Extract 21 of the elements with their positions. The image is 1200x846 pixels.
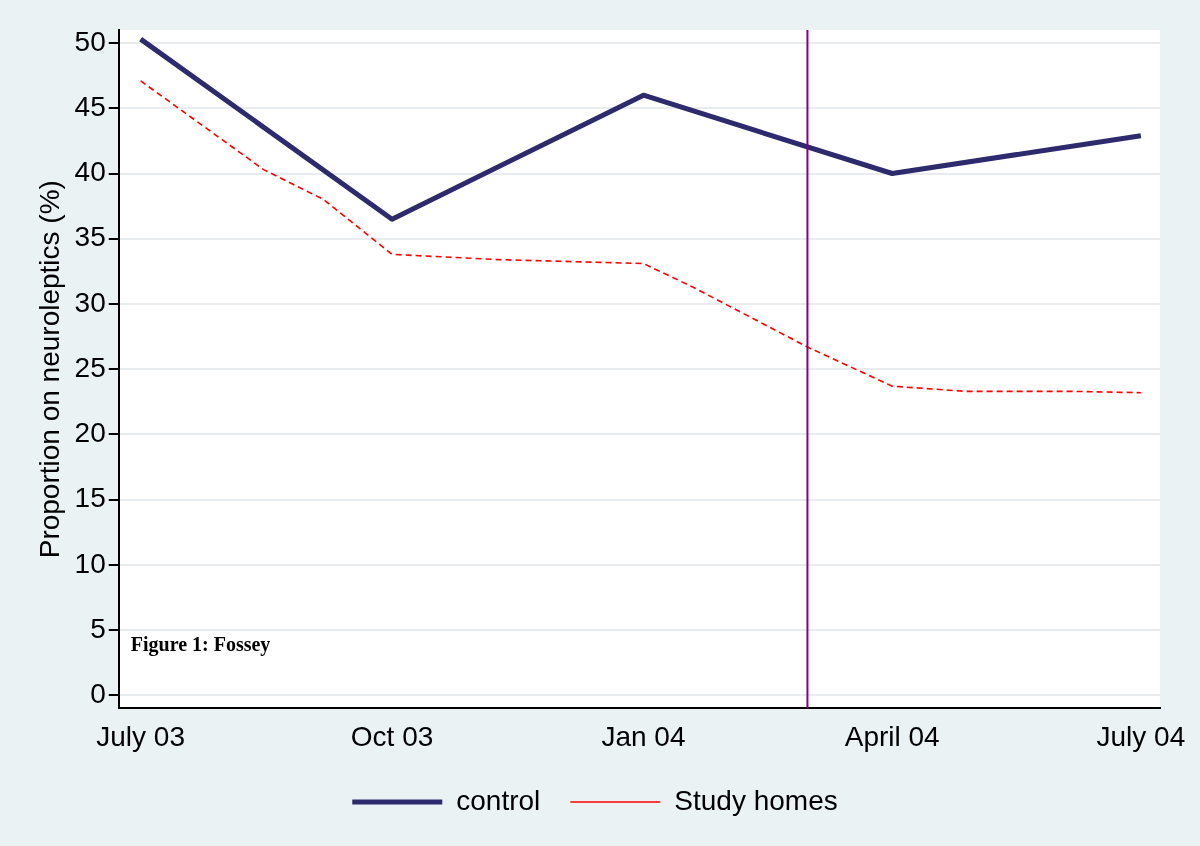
legend-label: Study homes <box>674 784 838 816</box>
y-tick-label: 10 <box>74 547 106 579</box>
y-tick-label: 0 <box>90 678 106 710</box>
y-tick-label: 30 <box>74 286 106 318</box>
y-tick-label: 15 <box>74 482 106 514</box>
legend-label: control <box>456 784 541 816</box>
line-series <box>139 80 1142 394</box>
y-tick-label: 20 <box>74 417 106 449</box>
x-tick-label: July 04 <box>1096 720 1186 752</box>
y-tick-label: 50 <box>74 25 106 57</box>
y-tick-label: 25 <box>74 351 106 383</box>
x-tick-label: April 04 <box>844 720 940 752</box>
x-tick-label: July 03 <box>96 720 185 752</box>
y-tick-label: 40 <box>74 156 106 188</box>
y-axis-title: Proportion on neuroleptics (%) <box>33 180 65 559</box>
y-tick-label: 35 <box>74 221 106 253</box>
y-tick-label: 5 <box>90 612 106 644</box>
annotation: Figure 1: Fossey <box>130 633 271 657</box>
x-tick-label: Oct 03 <box>350 720 434 752</box>
x-tick-label: Jan 04 <box>601 720 686 752</box>
y-tick-label: 45 <box>74 91 106 122</box>
